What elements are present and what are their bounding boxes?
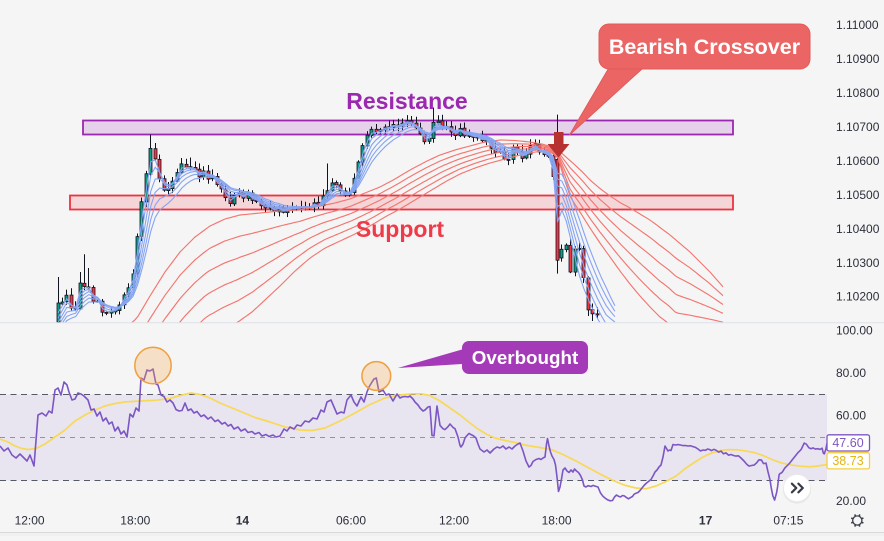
svg-text:100.00: 100.00 — [836, 323, 873, 337]
svg-text:14: 14 — [236, 514, 250, 528]
svg-text:1.10700: 1.10700 — [836, 120, 880, 134]
svg-text:18:00: 18:00 — [542, 514, 572, 528]
svg-text:1.10900: 1.10900 — [836, 52, 880, 66]
svg-text:Support: Support — [356, 216, 444, 242]
svg-text:38.73: 38.73 — [832, 454, 863, 468]
svg-text:Overbought: Overbought — [472, 347, 579, 368]
svg-text:47.60: 47.60 — [832, 436, 863, 450]
svg-text:1.10800: 1.10800 — [836, 86, 880, 100]
svg-text:80.00: 80.00 — [836, 366, 866, 380]
svg-text:12:00: 12:00 — [15, 514, 45, 528]
svg-text:18:00: 18:00 — [120, 514, 150, 528]
svg-text:20.00: 20.00 — [836, 494, 866, 508]
svg-text:Bearish Crossover: Bearish Crossover — [609, 35, 801, 59]
svg-text:1.10600: 1.10600 — [836, 154, 880, 168]
svg-text:60.00: 60.00 — [836, 409, 866, 423]
svg-text:12:00: 12:00 — [439, 514, 469, 528]
svg-text:1.10400: 1.10400 — [836, 222, 880, 236]
svg-text:06:00: 06:00 — [336, 514, 366, 528]
svg-text:17: 17 — [699, 514, 713, 528]
svg-text:1.10200: 1.10200 — [836, 290, 880, 304]
svg-text:07:15: 07:15 — [773, 514, 803, 528]
svg-text:1.10500: 1.10500 — [836, 188, 880, 202]
svg-text:1.10300: 1.10300 — [836, 256, 880, 270]
svg-text:Resistance: Resistance — [346, 88, 467, 114]
svg-text:1.11000: 1.11000 — [836, 18, 879, 32]
